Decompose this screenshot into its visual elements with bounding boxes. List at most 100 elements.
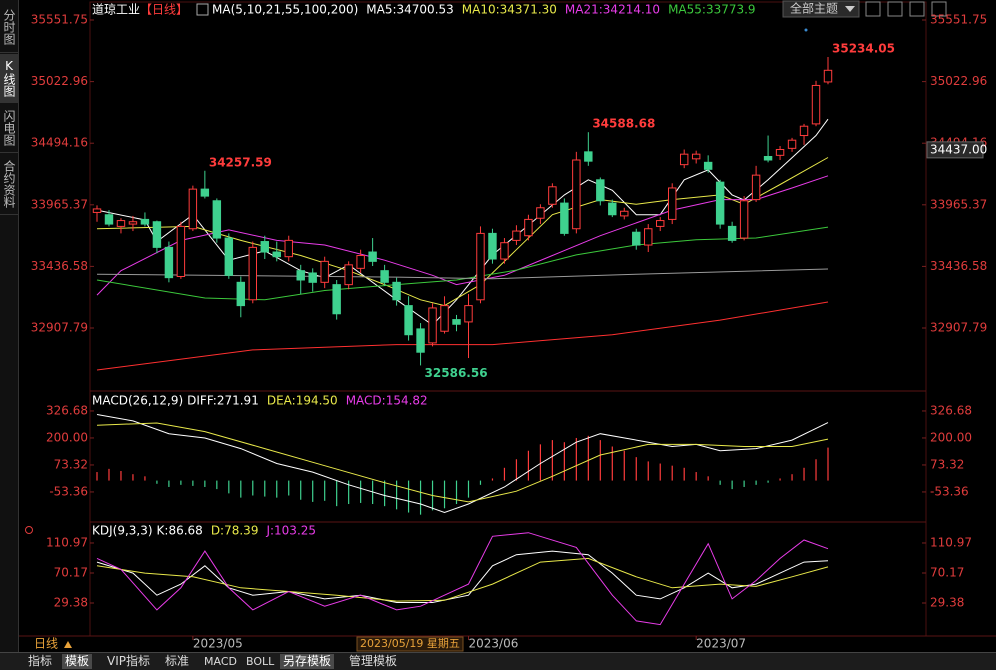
candle-body <box>128 221 138 225</box>
bottom-tab[interactable]: VIP指标 <box>107 654 150 668</box>
candle-body <box>356 255 365 269</box>
panel-title: MACD(26,12,9) <box>92 394 183 408</box>
x-tick-label: 2023/06 <box>468 637 518 651</box>
series-line <box>96 414 829 514</box>
bottom-tab[interactable]: 管理模板 <box>349 654 398 668</box>
y-tick-label: 29.38 <box>930 595 964 609</box>
chart-title: 道琼工业 <box>92 2 140 17</box>
indicator-icon <box>196 3 209 16</box>
legend-entry: MACD:154.82 <box>346 394 428 408</box>
bottom-tab[interactable]: BOLL <box>246 655 275 668</box>
chart-period: 【日线】 <box>140 3 188 17</box>
plot-frame <box>89 1 927 637</box>
y-tick-label: -53.36 <box>49 484 88 498</box>
y-tick-label: 33965.37 <box>930 197 987 211</box>
y-tick-label: 35551.75 <box>31 13 88 27</box>
candle-body <box>452 319 461 325</box>
candle-body <box>224 237 234 276</box>
candle-body <box>440 305 449 332</box>
candle-body <box>656 220 665 227</box>
candle-body <box>799 125 809 137</box>
theme-button-label[interactable]: 全部主题 <box>790 1 838 16</box>
candle-body <box>296 270 305 281</box>
price-annotation: 34257.59 <box>209 155 272 169</box>
candle-body <box>152 221 162 248</box>
y-tick-label: 33965.37 <box>31 197 88 211</box>
candle-body <box>811 84 821 125</box>
series-line <box>96 422 829 503</box>
candle-body <box>260 241 269 253</box>
legend-entry: MA55:33773.9 <box>668 3 756 17</box>
panel-icon[interactable] <box>25 526 33 534</box>
x-tick-label: 2023/05 <box>193 637 243 651</box>
candle-body <box>739 200 749 239</box>
sidebar-tab[interactable]: 分时图 <box>0 2 18 53</box>
candle-body <box>308 272 317 283</box>
candle-body <box>200 188 210 197</box>
series-line <box>96 550 829 603</box>
candle-body <box>248 246 258 301</box>
y-tick-label: 73.32 <box>930 457 964 471</box>
dropdown-arrow[interactable] <box>845 6 855 12</box>
candle-body <box>392 281 401 301</box>
candle-body <box>464 305 473 323</box>
bottom-tab[interactable]: MACD <box>204 655 237 668</box>
y-tick-label: -53.36 <box>930 484 969 498</box>
candle-body <box>344 264 353 286</box>
sidebar-tab[interactable]: K线图 <box>0 54 18 103</box>
toolbar-icon[interactable] <box>909 1 925 17</box>
sidebar-tab[interactable]: 合约资料 <box>0 154 18 215</box>
candle-body <box>548 186 557 205</box>
candle-body <box>691 153 701 160</box>
y-tick-label: 32907.79 <box>31 321 88 335</box>
candle-body <box>188 188 198 230</box>
legend-entry: K:86.68 <box>157 524 203 538</box>
bottom-tab[interactable]: 标准 <box>165 654 190 668</box>
candle-body <box>560 202 569 234</box>
candle-body <box>212 200 222 239</box>
y-tick-label: 70.17 <box>54 565 88 579</box>
candle-body <box>620 210 629 217</box>
candle-body <box>416 328 425 353</box>
bottom-tab[interactable]: 指标 <box>28 654 53 668</box>
price-annotation: 34588.68 <box>592 117 655 131</box>
candle-body <box>667 187 677 220</box>
toolbar-icon[interactable] <box>887 1 903 17</box>
candle-body <box>320 260 329 283</box>
y-tick-label: 200.00 <box>46 430 88 444</box>
y-tick-label: 73.32 <box>54 457 88 471</box>
candle-body <box>284 239 293 258</box>
bottom-tab[interactable]: 另存模板 <box>280 654 335 669</box>
marker-dot <box>804 28 808 32</box>
y-tick-label: 200.00 <box>930 430 972 444</box>
period-label[interactable]: 日线 <box>34 637 58 651</box>
candle-body <box>332 284 341 315</box>
period-arrow[interactable] <box>64 641 72 648</box>
legend-entry: MA5:34700.53 <box>366 3 454 17</box>
sidebar-tab[interactable]: 闪电图 <box>0 104 18 153</box>
y-tick-label: 29.38 <box>54 595 88 609</box>
series-line <box>96 557 829 602</box>
theme-button[interactable] <box>782 0 860 18</box>
candle-body <box>787 139 797 149</box>
y-tick-label: 110.97 <box>930 535 972 549</box>
candle-body <box>488 232 497 260</box>
candle-body <box>404 305 413 336</box>
candle-body <box>632 231 641 246</box>
candle-body <box>751 174 761 201</box>
toolbar-icon[interactable] <box>865 1 881 17</box>
legend-entry: D:78.39 <box>211 524 259 538</box>
candle-body <box>679 153 689 166</box>
bottom-tab[interactable]: 模板 <box>62 654 93 669</box>
y-tick-label: 33436.58 <box>930 259 987 273</box>
bottom-tab-bar: 指标 模板 VIP指标 标准 MACD BOLL 另存模板 管理模板 <box>0 652 996 670</box>
y-tick-label: 326.68 <box>930 403 972 417</box>
candle-body <box>512 230 521 241</box>
legend-entry: DEA:194.50 <box>267 394 338 408</box>
candle-body <box>92 208 102 213</box>
toolbar-icon[interactable] <box>931 1 947 17</box>
y-tick-label: 70.17 <box>930 565 964 579</box>
candle-body <box>608 202 617 216</box>
price-annotation: 35234.05 <box>832 42 895 56</box>
